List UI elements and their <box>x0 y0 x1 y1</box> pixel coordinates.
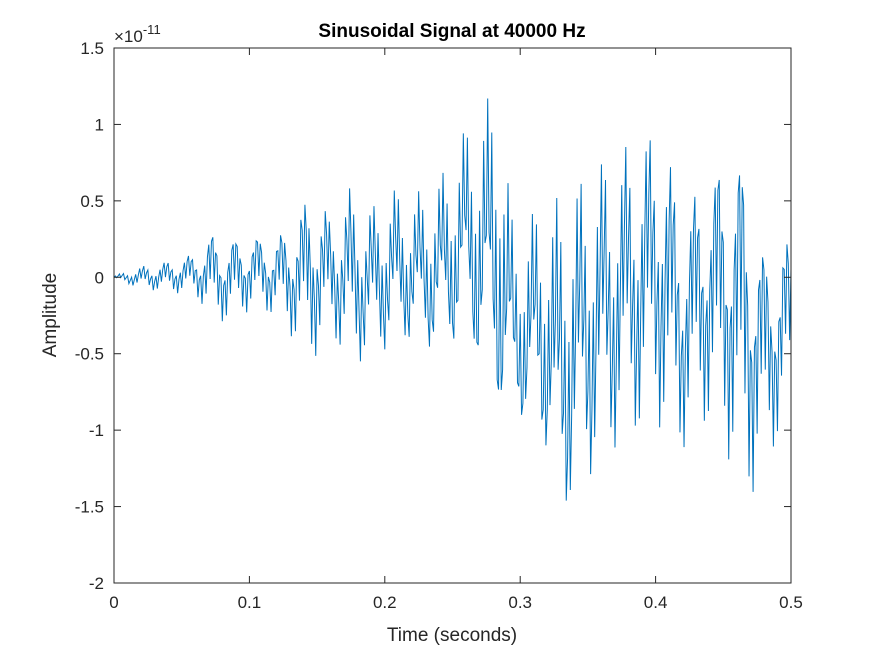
y-axis-ticks: -2 -1.5 -1 -0.5 0 0.5 1 1.5 <box>75 39 791 593</box>
x-axis-ticks: 0 0.1 0.2 0.3 0.4 0.5 <box>109 48 803 612</box>
x-tick-label: 0.4 <box>644 593 668 612</box>
y-axis-exponent-base: ×10 <box>114 27 143 46</box>
y-tick-label: -1 <box>89 421 104 440</box>
y-axis-exponent-power: -11 <box>143 22 161 37</box>
x-tick-label: 0.2 <box>373 593 397 612</box>
y-axis-exponent: ×10-11 <box>114 22 161 46</box>
y-tick-label: 0 <box>95 268 104 287</box>
y-tick-label: 1.5 <box>80 39 104 58</box>
chart-title: Sinusoidal Signal at 40000 Hz <box>318 21 585 42</box>
signal-line <box>113 98 792 501</box>
y-axis-label: Amplitude <box>40 273 61 358</box>
y-tick-label: -2 <box>89 574 104 593</box>
x-tick-label: 0.1 <box>238 593 262 612</box>
y-tick-label: 1 <box>95 115 104 134</box>
x-tick-label: 0 <box>109 593 118 612</box>
x-tick-label: 0.3 <box>508 593 532 612</box>
y-tick-label: 0.5 <box>80 192 104 211</box>
x-tick-label: 0.5 <box>779 593 803 612</box>
y-tick-label: -0.5 <box>75 345 104 364</box>
axes-box <box>113 47 792 584</box>
y-tick-label: -1.5 <box>75 498 104 517</box>
series-layer <box>113 98 792 501</box>
x-axis-label: Time (seconds) <box>387 625 517 646</box>
